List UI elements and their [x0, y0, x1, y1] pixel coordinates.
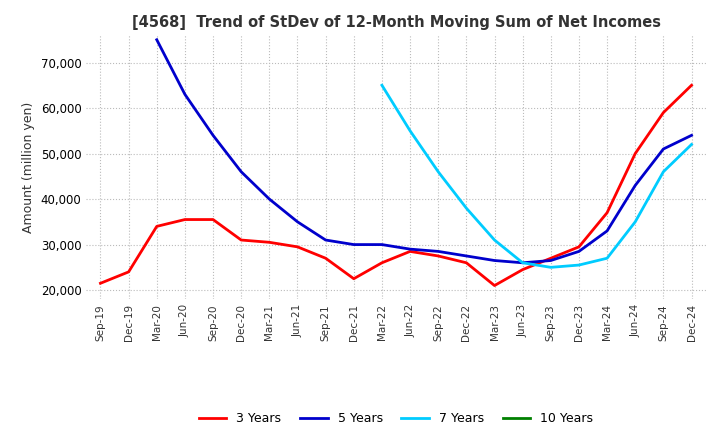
5 Years — [490, 258, 499, 263]
5 Years — [377, 242, 386, 247]
5 Years — [181, 92, 189, 97]
5 Years — [406, 246, 415, 252]
5 Years — [631, 183, 639, 188]
7 Years — [546, 265, 555, 270]
3 Years — [546, 256, 555, 261]
3 Years — [265, 240, 274, 245]
3 Years — [377, 260, 386, 265]
3 Years — [125, 269, 133, 275]
3 Years — [349, 276, 358, 281]
Legend: 3 Years, 5 Years, 7 Years, 10 Years: 3 Years, 5 Years, 7 Years, 10 Years — [194, 407, 598, 430]
3 Years — [96, 281, 105, 286]
7 Years — [631, 219, 639, 224]
7 Years — [603, 256, 611, 261]
5 Years — [659, 147, 667, 152]
5 Years — [209, 133, 217, 138]
5 Years — [321, 238, 330, 243]
5 Years — [237, 169, 246, 174]
5 Years — [687, 133, 696, 138]
5 Years — [518, 260, 527, 265]
3 Years — [237, 238, 246, 243]
7 Years — [659, 169, 667, 174]
7 Years — [406, 128, 415, 133]
5 Years — [349, 242, 358, 247]
3 Years — [518, 267, 527, 272]
5 Years — [153, 37, 161, 42]
7 Years — [687, 142, 696, 147]
7 Years — [434, 169, 443, 174]
5 Years — [546, 258, 555, 263]
3 Years — [293, 244, 302, 249]
3 Years — [462, 260, 471, 265]
Line: 7 Years: 7 Years — [382, 85, 691, 268]
3 Years — [575, 244, 583, 249]
3 Years — [406, 249, 415, 254]
Y-axis label: Amount (million yen): Amount (million yen) — [22, 102, 35, 233]
5 Years — [293, 219, 302, 224]
7 Years — [490, 238, 499, 243]
3 Years — [181, 217, 189, 222]
7 Years — [575, 262, 583, 268]
3 Years — [490, 283, 499, 288]
5 Years — [462, 253, 471, 259]
3 Years — [434, 253, 443, 259]
7 Years — [462, 205, 471, 211]
3 Years — [659, 110, 667, 115]
Title: [4568]  Trend of StDev of 12-Month Moving Sum of Net Incomes: [4568] Trend of StDev of 12-Month Moving… — [132, 15, 660, 30]
5 Years — [575, 249, 583, 254]
3 Years — [321, 256, 330, 261]
3 Years — [603, 210, 611, 215]
Line: 5 Years: 5 Years — [157, 40, 691, 263]
3 Years — [153, 224, 161, 229]
7 Years — [518, 260, 527, 265]
Line: 3 Years: 3 Years — [101, 85, 691, 286]
3 Years — [687, 83, 696, 88]
3 Years — [631, 151, 639, 156]
5 Years — [603, 228, 611, 234]
5 Years — [265, 196, 274, 202]
3 Years — [209, 217, 217, 222]
5 Years — [434, 249, 443, 254]
7 Years — [377, 83, 386, 88]
